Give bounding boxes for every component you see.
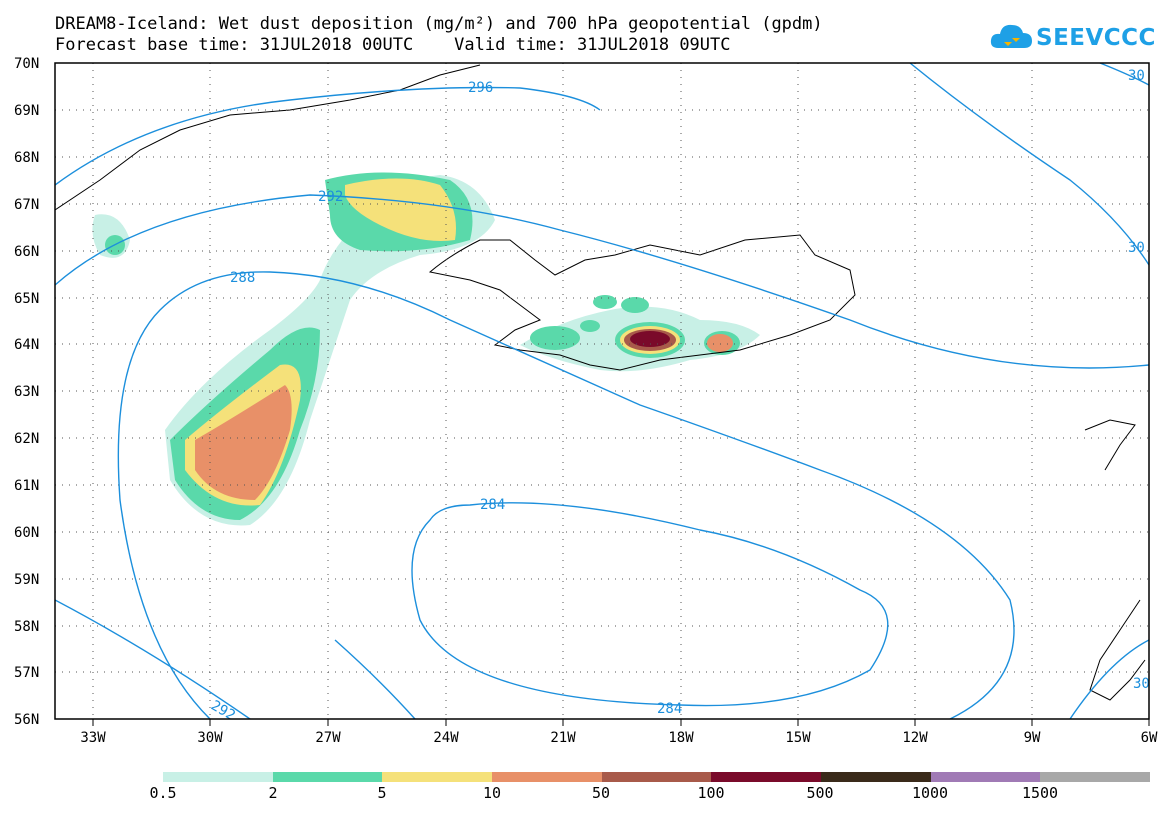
lat-label: 68N bbox=[14, 150, 39, 166]
colorbar-label: 500 bbox=[806, 784, 834, 802]
lon-label: 18W bbox=[668, 730, 694, 746]
lon-label: 30W bbox=[197, 730, 223, 746]
contour-label: 292 bbox=[208, 698, 238, 725]
lon-label: 33W bbox=[80, 730, 106, 746]
lat-label: 70N bbox=[14, 56, 39, 72]
lon-label: 6W bbox=[1141, 730, 1158, 746]
contour-label: 284 bbox=[657, 701, 682, 717]
lat-label: 65N bbox=[14, 291, 39, 307]
lat-label: 59N bbox=[14, 572, 39, 588]
forecast-times: Forecast base time: 31JUL2018 00UTC Vali… bbox=[55, 35, 731, 55]
colorbar-swatch bbox=[821, 772, 931, 782]
lon-label: 21W bbox=[550, 730, 576, 746]
lat-label: 69N bbox=[14, 103, 39, 119]
colorbar-label: 0.5 bbox=[149, 784, 177, 802]
contour-label: 30 bbox=[1128, 240, 1145, 256]
lon-label: 27W bbox=[315, 730, 341, 746]
colorbar-swatch bbox=[930, 772, 1041, 782]
lat-label: 66N bbox=[14, 244, 39, 260]
colorbar-swatch bbox=[711, 772, 822, 782]
lat-label: 67N bbox=[14, 197, 39, 213]
colorbar-swatch bbox=[492, 772, 602, 782]
graticule bbox=[55, 63, 1149, 719]
colorbar-label: 100 bbox=[697, 784, 725, 802]
contour-label: 292 bbox=[318, 189, 343, 205]
contour-label: 284 bbox=[480, 497, 505, 513]
map-title: DREAM8-Iceland: Wet dust deposition (mg/… bbox=[55, 14, 823, 34]
map-frame bbox=[54, 62, 1150, 720]
lat-label: 60N bbox=[14, 525, 39, 541]
lat-label: 62N bbox=[14, 431, 39, 447]
geopotential-contours bbox=[55, 63, 1149, 719]
lat-label: 64N bbox=[14, 337, 39, 353]
colorbar-label: 1000 bbox=[911, 784, 949, 802]
seevccc-logo: SEEVCCC bbox=[990, 20, 1160, 60]
colorbar-swatch bbox=[601, 772, 712, 782]
contour-labels: 296 292 288 284 284 292 30 30 30 bbox=[208, 68, 1150, 725]
colorbar-label: 50 bbox=[591, 784, 611, 802]
lon-label: 15W bbox=[785, 730, 811, 746]
contour-label: 30 bbox=[1128, 68, 1145, 84]
latitude-labels: 70N 69N 68N 67N 66N 65N 64N 63N 62N 61N … bbox=[14, 56, 39, 728]
logo-text: SEEVCCC bbox=[1036, 25, 1156, 51]
colorbar-swatch bbox=[272, 772, 383, 782]
lon-label: 12W bbox=[902, 730, 928, 746]
lon-label: 24W bbox=[433, 730, 459, 746]
colorbar-label: 5 bbox=[377, 784, 387, 802]
axis-ticks bbox=[92, 719, 1150, 726]
colorbar-label: 1500 bbox=[1021, 784, 1059, 802]
colorbar-labels: 0.5 2 5 10 50 100 500 1000 1500 bbox=[0, 784, 1175, 804]
colorbar-swatch bbox=[163, 772, 273, 782]
colorbar-label: 2 bbox=[268, 784, 278, 802]
lat-label: 61N bbox=[14, 478, 39, 494]
lat-label: 63N bbox=[14, 384, 39, 400]
contour-label: 30 bbox=[1133, 676, 1150, 692]
lat-label: 57N bbox=[14, 665, 39, 681]
lat-label: 56N bbox=[14, 712, 39, 728]
dust-deposition-shading bbox=[92, 172, 760, 526]
contour-label: 288 bbox=[230, 270, 255, 286]
lon-label: 9W bbox=[1024, 730, 1041, 746]
cloud-logo-icon bbox=[990, 24, 1032, 48]
colorbar-swatch bbox=[382, 772, 493, 782]
colorbar bbox=[163, 772, 1151, 782]
coastlines bbox=[55, 64, 1146, 701]
colorbar-swatch bbox=[1040, 772, 1151, 782]
colorbar-label: 10 bbox=[482, 784, 502, 802]
longitude-labels: 33W 30W 27W 24W 21W 18W 15W 12W 9W 6W bbox=[80, 730, 1158, 746]
lat-label: 58N bbox=[14, 619, 39, 635]
contour-label: 296 bbox=[468, 80, 493, 96]
